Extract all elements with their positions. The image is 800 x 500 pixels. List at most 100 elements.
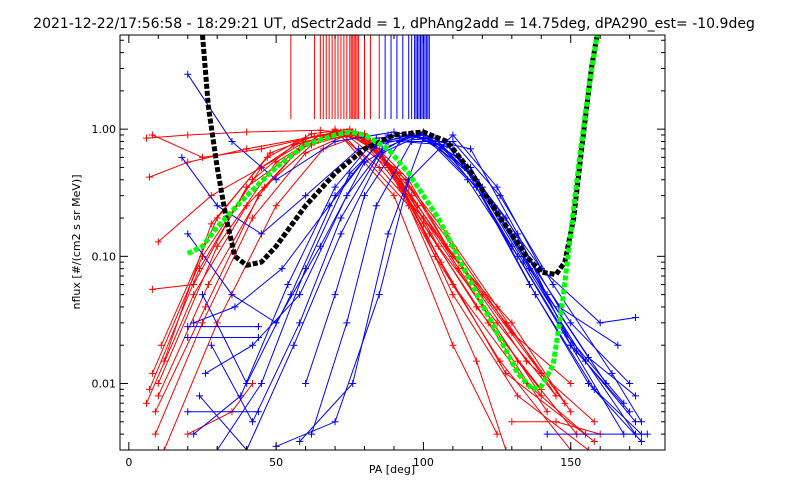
data-point bbox=[632, 314, 640, 322]
data-point bbox=[148, 369, 156, 377]
y-tick-label: 1.00 bbox=[92, 123, 117, 136]
data-point bbox=[249, 418, 257, 426]
data-point bbox=[602, 380, 610, 388]
data-point bbox=[643, 430, 651, 438]
data-point bbox=[184, 334, 192, 342]
data-point bbox=[296, 291, 304, 299]
data-point bbox=[502, 446, 510, 450]
data-point bbox=[514, 357, 522, 365]
series-line-red bbox=[340, 131, 507, 450]
data-point bbox=[204, 281, 212, 289]
data-point bbox=[190, 319, 198, 327]
series-line-blue bbox=[202, 134, 630, 413]
data-point bbox=[325, 202, 333, 210]
data-point bbox=[419, 214, 427, 222]
data-point bbox=[143, 134, 151, 142]
data-point bbox=[213, 214, 221, 222]
data-point bbox=[178, 153, 186, 161]
data-point bbox=[266, 149, 274, 157]
data-point bbox=[437, 258, 445, 266]
data-point bbox=[361, 192, 369, 200]
data-point bbox=[514, 392, 522, 400]
data-point bbox=[514, 230, 522, 238]
data-point bbox=[567, 319, 575, 327]
data-point bbox=[290, 341, 298, 349]
data-point bbox=[375, 163, 383, 171]
data-point bbox=[531, 291, 539, 299]
data-point bbox=[249, 341, 257, 349]
data-point bbox=[396, 137, 404, 145]
x-axis-label: PA [deg] bbox=[369, 463, 415, 476]
data-point bbox=[207, 220, 215, 228]
data-point bbox=[254, 323, 262, 331]
data-point bbox=[584, 446, 592, 450]
data-point bbox=[249, 214, 257, 222]
data-point bbox=[346, 169, 354, 177]
data-point bbox=[493, 319, 501, 327]
data-point bbox=[637, 418, 645, 426]
data-point bbox=[160, 357, 168, 365]
y-axis: 0.01 0.10 1.00 bbox=[92, 39, 665, 451]
data-point bbox=[614, 341, 622, 349]
data-point bbox=[632, 392, 640, 400]
data-point bbox=[228, 291, 236, 299]
data-point bbox=[284, 281, 292, 289]
data-point bbox=[198, 153, 206, 161]
data-point bbox=[243, 202, 251, 210]
data-point bbox=[237, 392, 245, 400]
data-point bbox=[272, 176, 280, 184]
data-point bbox=[372, 202, 380, 210]
data-point bbox=[243, 183, 251, 191]
data-point bbox=[228, 137, 236, 145]
data-point bbox=[260, 183, 268, 191]
data-point bbox=[302, 380, 310, 388]
data-point bbox=[449, 252, 457, 260]
data-point bbox=[190, 291, 198, 299]
data-point bbox=[408, 137, 416, 145]
data-point bbox=[198, 319, 206, 327]
y-axis-label: nflux [#/(cm2 s sr MeV)] bbox=[70, 175, 83, 310]
data-point bbox=[567, 408, 575, 416]
data-point bbox=[263, 153, 271, 161]
data-point bbox=[302, 192, 310, 200]
chart-title: 2021-12-22/17:56:58 - 18:29:21 UT, dSect… bbox=[33, 16, 755, 32]
data-point bbox=[626, 380, 634, 388]
x-axis: 0 50 100 150 bbox=[125, 35, 631, 469]
data-point bbox=[151, 430, 159, 438]
data-point bbox=[254, 334, 262, 342]
data-point bbox=[154, 380, 162, 388]
data-point bbox=[608, 369, 616, 377]
data-point bbox=[449, 341, 457, 349]
data-point bbox=[508, 319, 516, 327]
data-point bbox=[184, 430, 192, 438]
data-point bbox=[543, 430, 551, 438]
data-point bbox=[331, 137, 339, 145]
data-point bbox=[405, 202, 413, 210]
data-point bbox=[254, 408, 262, 416]
data-point bbox=[243, 128, 251, 136]
data-point bbox=[343, 192, 351, 200]
data-point bbox=[567, 341, 575, 349]
data-point bbox=[143, 399, 151, 407]
x-tick-label: 50 bbox=[269, 456, 283, 469]
data-point bbox=[145, 385, 153, 393]
data-point bbox=[296, 319, 304, 327]
data-point bbox=[207, 341, 215, 349]
data-point bbox=[145, 173, 153, 181]
data-point bbox=[552, 418, 560, 426]
data-point bbox=[243, 145, 251, 153]
data-point bbox=[278, 265, 286, 273]
data-point bbox=[508, 418, 516, 426]
data-point bbox=[543, 408, 551, 416]
data-point bbox=[390, 128, 398, 136]
data-point bbox=[331, 291, 339, 299]
data-point bbox=[537, 369, 545, 377]
data-point bbox=[184, 70, 192, 78]
data-point bbox=[449, 137, 457, 145]
data-point bbox=[637, 437, 645, 445]
data-point bbox=[184, 323, 192, 331]
data-point bbox=[272, 202, 280, 210]
data-point bbox=[184, 408, 192, 416]
fit-curve-green bbox=[186, 35, 600, 392]
data-point bbox=[213, 202, 221, 210]
